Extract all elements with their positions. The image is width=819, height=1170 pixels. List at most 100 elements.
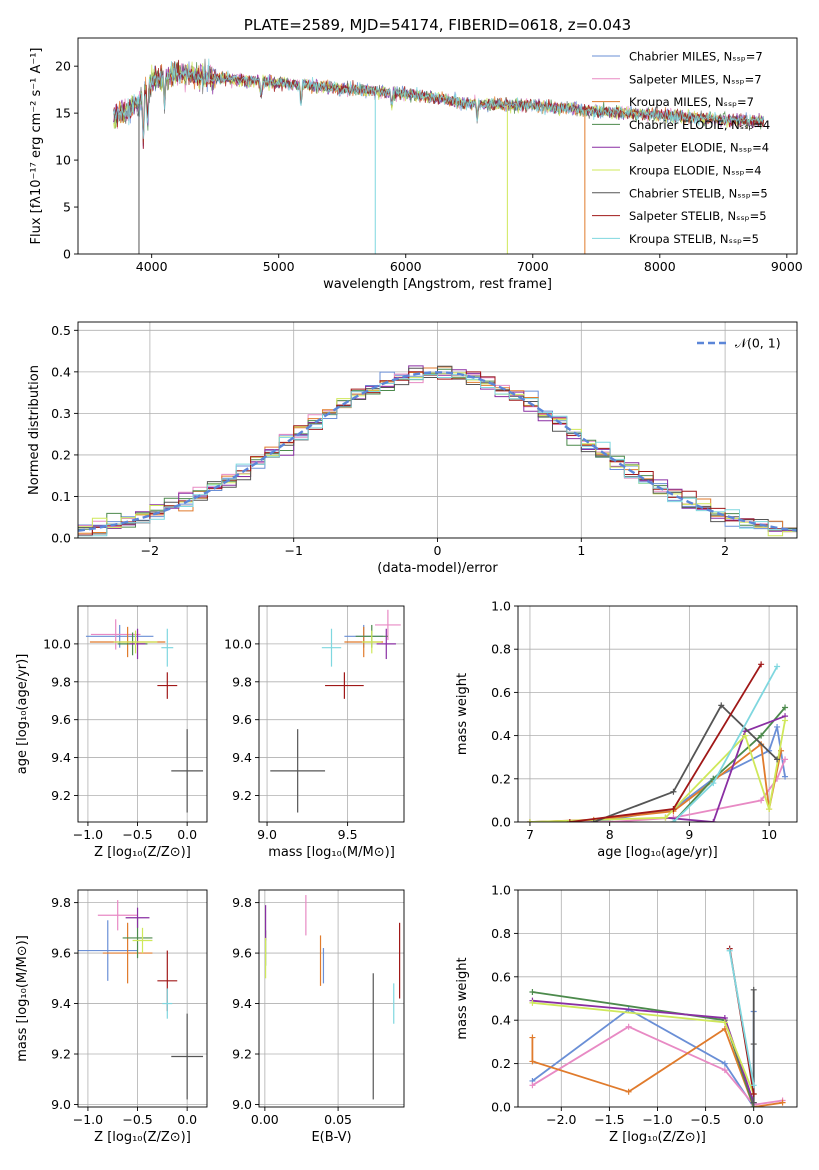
y-tick-label: 9.8 (232, 895, 252, 910)
marker (625, 1023, 632, 1030)
marker (750, 986, 757, 993)
errorbar-kroupa_miles (102, 922, 153, 984)
x-tick-label: 0.0 (177, 827, 197, 842)
errorbar-kroupa_stelib (162, 988, 173, 1019)
y-tick-label: 10 (55, 153, 71, 168)
panel-residuals: −2 −1 0 1 2 0.0 0.1 0.2 0.3 0.4 0.5 (data-model)/er… (27, 321, 798, 576)
axes-frame (258, 889, 405, 1108)
errorbar-salpeter_miles (97, 900, 138, 931)
marker (662, 814, 669, 821)
y-tick-label: 9.0 (232, 1097, 252, 1112)
y-tick-label: 0.2 (491, 771, 511, 786)
x-axis-label: Z [log₁₀(Z/Z⊙)] (609, 1130, 706, 1145)
histogram-kroupa_stelib (78, 374, 797, 538)
x-tick-label: 0 (434, 543, 442, 558)
errorbar-chabrier_stelib (171, 729, 204, 813)
marker (774, 723, 781, 730)
marker (625, 1088, 632, 1095)
x-tick-label: −1.5 (594, 1112, 624, 1127)
y-tick-label: 0.4 (51, 364, 71, 379)
errorbar-salpeter_elodie (129, 628, 146, 660)
legend-label: Salpeter ELODIE, Nₛₛₚ=4 (629, 141, 769, 155)
legend-label: Salpeter STELIB, Nₛₛₚ=5 (629, 209, 767, 223)
marker (718, 702, 725, 709)
marker (529, 1058, 536, 1065)
legend: 𝒩(0, 1) (697, 336, 781, 351)
plot-area (518, 606, 797, 822)
y-tick-label: 0.3 (51, 406, 71, 421)
marker (758, 732, 765, 739)
legend-label: Chabrier STELIB, Nₛₛₚ=5 (629, 186, 768, 200)
x-tick-label: −0.5 (122, 827, 152, 842)
marker (721, 1067, 728, 1074)
errorbar-chabrier_stelib (171, 1013, 204, 1100)
axes-frame (77, 605, 208, 823)
x-tick-label: −1.0 (73, 1112, 103, 1127)
marker (782, 704, 789, 711)
y-axis-label: Normed distribution (27, 365, 42, 495)
errorbar-salpeter_stelib (325, 672, 364, 699)
series-kroupa_stelib (670, 663, 781, 822)
axes-frame (77, 37, 798, 255)
y-tick-label: 0.8 (491, 926, 511, 941)
marker (529, 999, 536, 1006)
marker (566, 819, 573, 822)
y-axis-label: mass weight (455, 673, 470, 755)
x-axis-label: age [log₁₀(age/yr)] (597, 845, 718, 860)
legend-label: Kroupa ELODIE, Nₛₛₚ=4 (629, 164, 762, 178)
legend-label: Kroupa MILES, Nₛₛₚ=7 (629, 95, 754, 109)
y-tick-label: 0.6 (491, 685, 511, 700)
marker (750, 1082, 757, 1089)
legend-label: 𝒩(0, 1) (735, 336, 781, 351)
marker (529, 1034, 536, 1041)
errorbar-chabrier_miles (78, 920, 138, 981)
x-tick-label: 8 (606, 827, 614, 842)
y-tick-label: 0.4 (491, 1013, 511, 1028)
marker (758, 661, 765, 668)
y-tick-label: 9.6 (51, 946, 71, 961)
series-kroupa_elodie (526, 717, 789, 822)
x-tick-label: −1.0 (73, 827, 103, 842)
y-tick-label: 1.0 (491, 599, 511, 614)
panel-massweight_vs_age: 7 8 9 10 0.0 0.2 0.4 0.6 0.8 1.0 age [log₁₀(age/yr… (455, 599, 798, 860)
series-kroupa_miles (529, 1025, 786, 1107)
series-kroupa_stelib (726, 947, 757, 1089)
series-salpeter_miles (526, 756, 789, 822)
y-axis-label: Flux [fλ10⁻¹⁷ erg cm⁻² s⁻¹ A⁻¹] (29, 48, 44, 245)
panel-mass_vs_ebv: 0.00 0.05 9.0 9.2 9.4 9.6 9.8 E(B-V) (232, 889, 405, 1145)
y-tick-label: 0.1 (51, 489, 71, 504)
chart-title: PLATE=2589, MJD=54174, FIBERID=0618, z=0… (244, 16, 631, 34)
normal-curve (78, 371, 797, 532)
x-tick-label: 5000 (263, 259, 295, 274)
marker (670, 788, 677, 795)
y-tick-label: 9.8 (51, 674, 71, 689)
errorbar-kroupa_stelib (161, 628, 174, 667)
plot-area (78, 606, 207, 822)
marker (721, 1019, 728, 1026)
plot-area (78, 890, 207, 1107)
y-tick-label: 9.8 (232, 674, 252, 689)
x-tick-label: 10 (761, 827, 777, 842)
axes-frame (77, 889, 208, 1108)
x-tick-label: 6000 (390, 259, 422, 274)
y-tick-label: 9.8 (51, 895, 71, 910)
marker (721, 1060, 728, 1067)
marker (529, 988, 536, 995)
legend-label: Salpeter MILES, Nₛₛₚ=7 (629, 72, 762, 86)
marker (779, 1099, 786, 1106)
y-tick-label: 9.4 (51, 750, 71, 765)
errorbar-salpeter_miles (375, 609, 401, 641)
x-tick-label: 7000 (517, 259, 549, 274)
x-tick-label: 2 (721, 543, 729, 558)
marker (750, 1041, 757, 1048)
y-tick-label: 0.4 (491, 728, 511, 743)
y-tick-label: 1.0 (491, 883, 511, 898)
errorbar-kroupa_elodie (362, 630, 382, 654)
panel-spectrum: 4000 5000 6000 7000 8000 9000 0 5 10 15 20 waveleng… (29, 16, 803, 292)
y-axis-label: mass [log₁₀(M/M⊙)] (15, 935, 30, 1062)
panel-massweight_vs_z: −2.0 −1.5 −1.0 −0.5 0.0 0.0 0.2 0.4 0.6 0.8 1.0 Z [… (455, 883, 798, 1145)
x-axis-label: E(B-V) (311, 1130, 351, 1145)
marker (726, 947, 733, 954)
marker (750, 1090, 757, 1097)
y-tick-label: 9.0 (51, 1097, 71, 1112)
